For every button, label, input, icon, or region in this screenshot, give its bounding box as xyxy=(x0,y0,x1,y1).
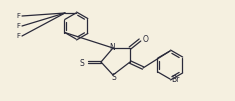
Text: O: O xyxy=(143,35,149,45)
Text: S: S xyxy=(79,58,84,67)
Text: Br: Br xyxy=(171,75,179,84)
Text: S: S xyxy=(112,73,116,82)
Text: F: F xyxy=(16,33,20,39)
Text: F: F xyxy=(16,13,20,19)
Text: N: N xyxy=(109,43,115,52)
Text: F: F xyxy=(16,23,20,29)
